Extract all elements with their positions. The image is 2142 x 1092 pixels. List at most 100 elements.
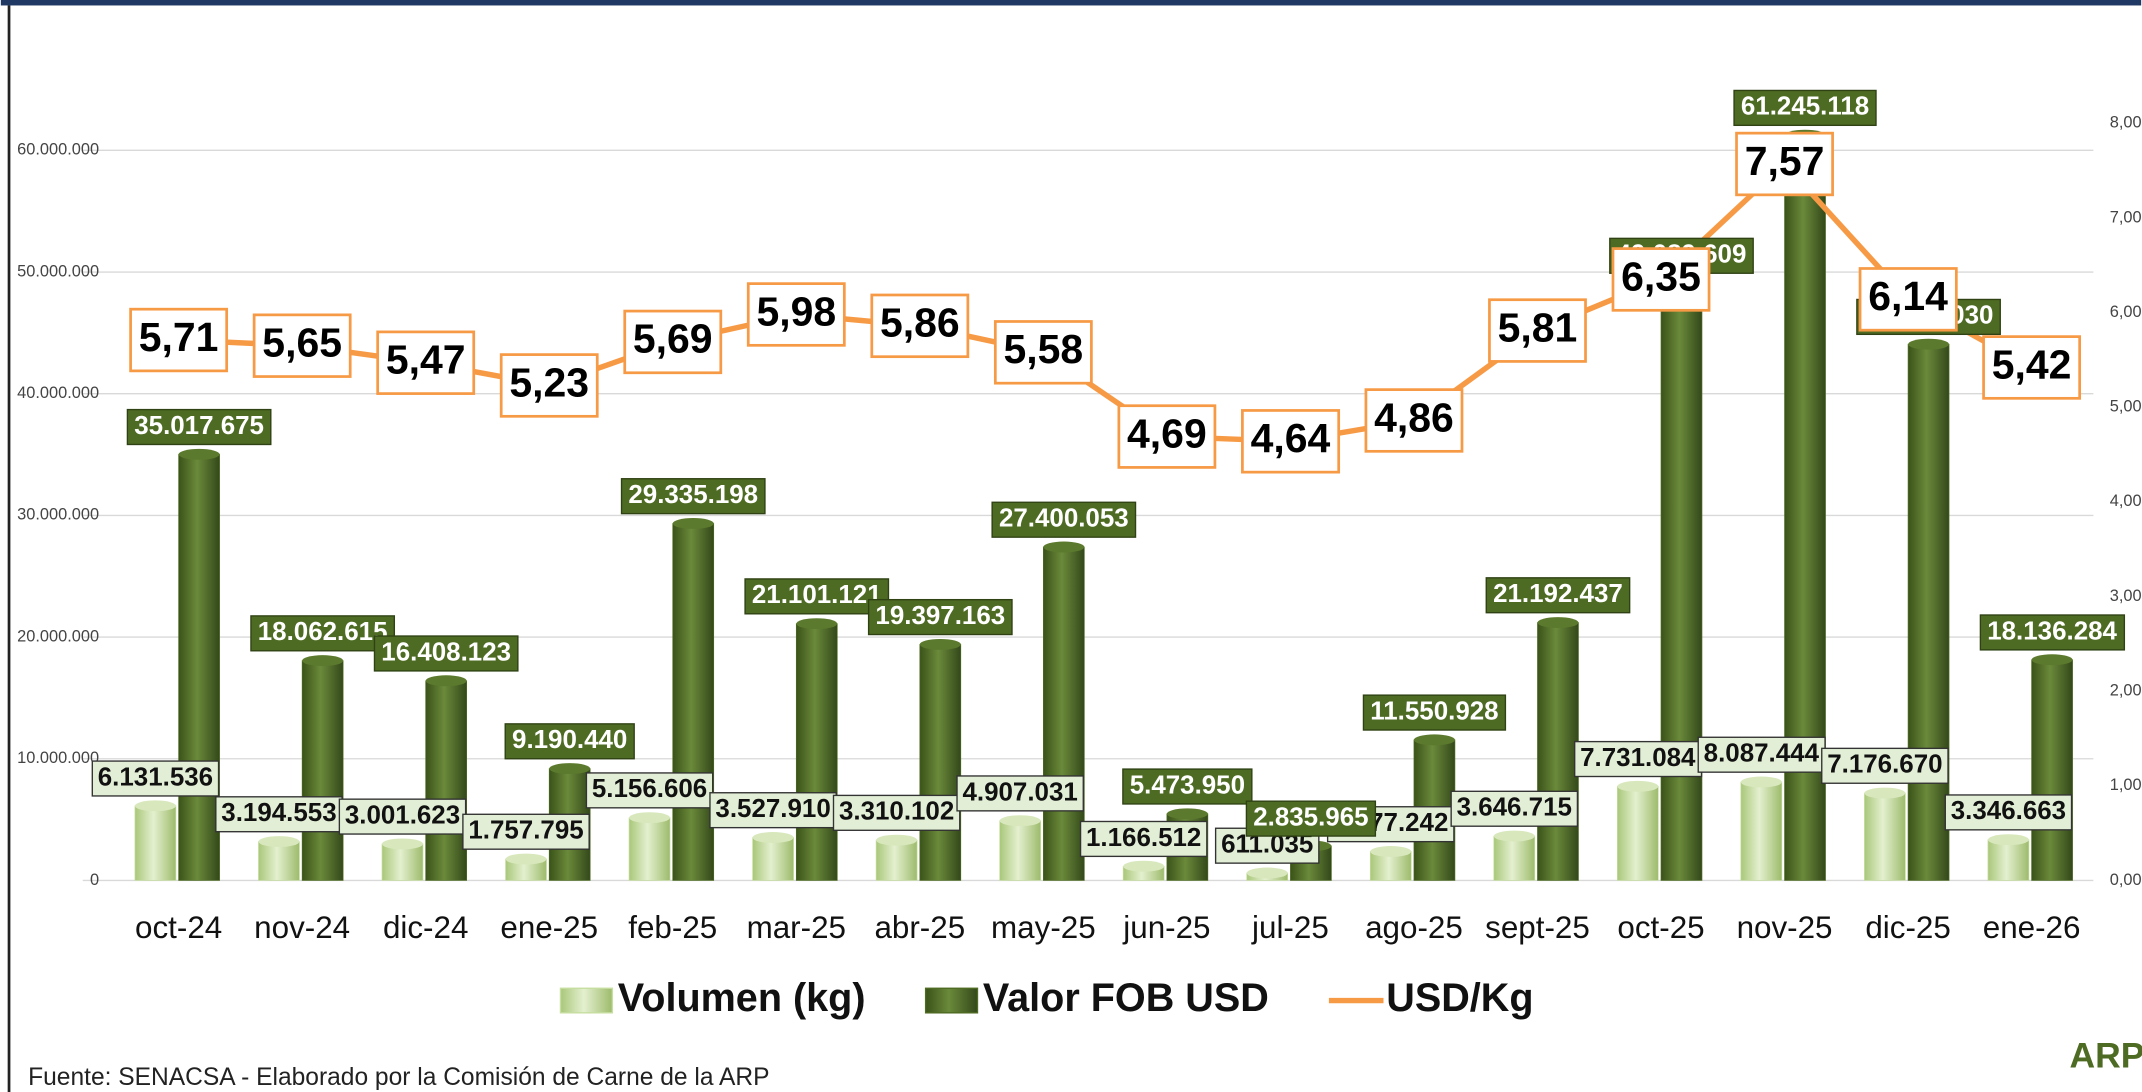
bar-top [1246, 867, 1288, 879]
bar-top [919, 638, 961, 650]
data-label-box [250, 615, 396, 652]
x-tick-label: mar-25 [747, 910, 846, 945]
data-label-box [1735, 131, 1834, 197]
data-label: 3.001.623 [345, 801, 460, 829]
legend-label: USD/Kg [1386, 976, 1533, 1020]
data-label: 18.062.615 [258, 618, 388, 646]
data-label-box [1979, 614, 2126, 651]
data-label-box [623, 309, 723, 375]
bar-top [752, 832, 794, 843]
data-label-box [832, 794, 961, 831]
data-label-box [252, 313, 352, 378]
bar [425, 680, 467, 881]
data-label-box [1488, 298, 1587, 363]
top-border [0, 0, 2142, 6]
data-label: 7.176.670 [1827, 751, 1942, 779]
y-tick-label: 50.000.000 [17, 262, 99, 280]
bar [795, 623, 838, 881]
x-tick-label: abr-25 [874, 910, 965, 945]
y2-tick-label: 3,00 [2110, 587, 2142, 605]
x-tick-label: ago-25 [1365, 910, 1463, 945]
data-label-box [1079, 820, 1208, 858]
data-label: 16.408.123 [381, 638, 511, 666]
x-tick-label: oct-24 [135, 910, 222, 945]
bar [1660, 282, 1703, 881]
y-tick-label: 10.000.000 [17, 749, 99, 767]
data-label: 5.156.606 [592, 775, 707, 803]
data-label-box [1733, 89, 1877, 127]
bar [1493, 835, 1536, 881]
y2-tick-label: 6,00 [2110, 303, 2142, 321]
data-label: 7,57 [1745, 138, 1825, 184]
data-label: 1.757.795 [468, 817, 583, 845]
bar [919, 644, 962, 881]
data-label: 7.731.084 [1580, 744, 1696, 772]
bar [258, 841, 300, 881]
bar-top [134, 800, 176, 812]
bar-top [382, 838, 423, 850]
data-label: 6.131.536 [98, 763, 213, 791]
data-label-box [993, 320, 1093, 385]
data-label: 29.335.198 [628, 481, 758, 509]
bar [628, 817, 671, 881]
bar-top [178, 448, 220, 460]
bar-top [258, 836, 300, 848]
data-label: 5,86 [880, 300, 960, 346]
bar-top [629, 812, 671, 824]
bar-top [672, 518, 714, 529]
data-label: 4,69 [1127, 410, 1207, 456]
data-label-box [1241, 409, 1341, 474]
x-tick-label: ene-25 [500, 910, 598, 945]
y-tick-label: 20.000.000 [17, 627, 99, 645]
data-label-box [1122, 768, 1253, 805]
data-label: 35.017.675 [134, 412, 264, 440]
bar [999, 820, 1041, 881]
data-label-box [1485, 577, 1631, 614]
bar-top [1166, 808, 1208, 820]
bar-top [1043, 541, 1085, 553]
data-label: 5,71 [139, 314, 219, 360]
data-label: 5,47 [386, 337, 466, 383]
data-label-box [1611, 247, 1711, 312]
data-label-box [1944, 794, 2073, 831]
legend-label: Volumen (kg) [618, 976, 866, 1020]
x-tick-label: nov-24 [254, 910, 350, 945]
data-label-box [585, 772, 714, 809]
source: Fuente: SENACSA - Elaborado por la Comis… [28, 1064, 769, 1091]
data-label-box [1982, 335, 2082, 400]
bar-top [425, 675, 467, 687]
data-label: 3.527.910 [715, 795, 830, 823]
data-label-box [1245, 800, 1377, 837]
data-label: 5,65 [262, 320, 342, 366]
data-label-box [867, 598, 1013, 636]
bar-top [1537, 617, 1579, 629]
data-label-box [376, 330, 476, 395]
data-label-box [91, 760, 220, 797]
x-tick-label: dic-25 [1865, 910, 1950, 945]
x-tick-label: jul-25 [1251, 910, 1329, 945]
data-label-box [126, 408, 272, 446]
data-label-box [215, 796, 343, 833]
data-label: 3.646.715 [1457, 794, 1572, 822]
bar-top [505, 853, 547, 865]
bar-top [999, 815, 1041, 827]
data-label: 6,14 [1868, 273, 1948, 319]
data-label: 21.192.437 [1493, 580, 1623, 608]
line [178, 161, 2033, 445]
x-tick-label: dic-24 [383, 910, 468, 945]
data-label: 9.190.440 [512, 726, 627, 754]
legend-swatch [924, 987, 979, 1014]
data-label: 4.907.031 [962, 778, 1077, 806]
data-label: 3.346.663 [1951, 797, 2066, 825]
bar-top [1493, 830, 1535, 842]
data-label: 3.310.102 [839, 798, 954, 826]
bar [134, 805, 177, 881]
data-label: 6,35 [1621, 253, 1701, 299]
data-label-box [744, 578, 890, 615]
logo: ARP [2070, 1035, 2142, 1075]
y2-tick-label: 2,00 [2110, 681, 2142, 699]
data-label: 11.550.928 [1370, 697, 1498, 725]
data-label: 1.166.512 [1086, 824, 1201, 852]
